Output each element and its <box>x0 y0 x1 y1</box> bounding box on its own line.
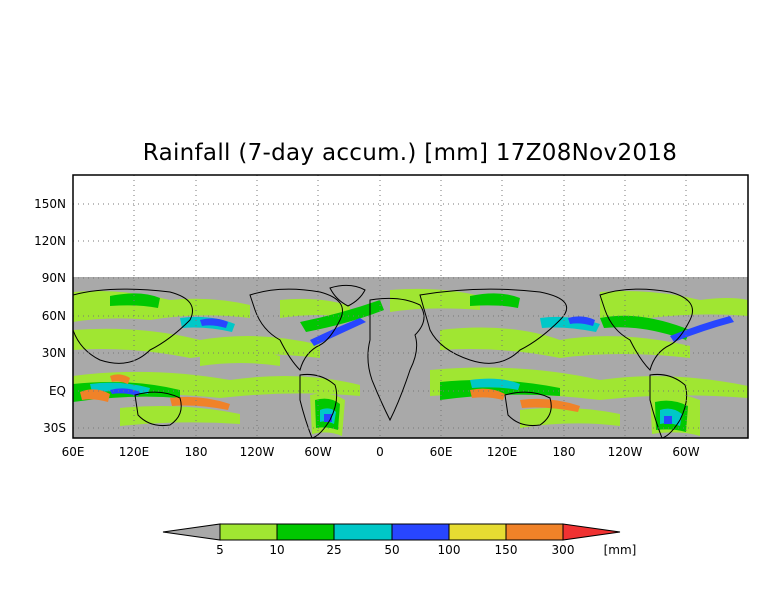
colorbar-unit: [mm] <box>604 543 637 557</box>
colorbar-label: 100 <box>438 543 461 557</box>
latitude-axis: 150N 120N 90N 60N 30N EQ 30S <box>34 197 66 435</box>
colorbar-segment <box>219 523 278 541</box>
coastline-greenland <box>329 284 366 307</box>
lon-label: 120W <box>608 445 643 459</box>
colorbar-label: 10 <box>269 543 284 557</box>
coastline-south-america <box>299 374 338 438</box>
colorbar-segment <box>448 523 507 541</box>
coastline-asia-west <box>73 288 193 364</box>
colorbar-segment <box>505 523 564 541</box>
colorbar-segment <box>333 523 393 541</box>
lat-label: 60N <box>42 309 66 323</box>
rain-150-300mm <box>80 374 580 412</box>
rainfall-field <box>73 277 748 438</box>
lon-label: 120E <box>119 445 150 459</box>
map-title: Rainfall (7-day accum.) [mm] 17Z08Nov201… <box>142 140 678 166</box>
colorbar-low-triangle <box>162 523 221 541</box>
lon-label: 60W <box>672 445 699 459</box>
colorbar-label: 50 <box>384 543 399 557</box>
lon-label: 120E <box>487 445 518 459</box>
lat-label: 30S <box>43 421 66 435</box>
lon-label: 60E <box>62 445 85 459</box>
coastline-australia <box>504 391 552 426</box>
lon-label: 180 <box>185 445 208 459</box>
lon-label: 120W <box>240 445 275 459</box>
coastline-north-america-east <box>599 288 693 371</box>
lon-label: 0 <box>376 445 384 459</box>
longitude-axis: 60E 120E 180 120W 60W 0 60E 120E 180 120… <box>62 445 700 459</box>
lat-label: 90N <box>42 271 66 285</box>
lat-label: 30N <box>42 346 66 360</box>
colorbar-label: 300 <box>552 543 575 557</box>
plot-frame <box>72 174 749 439</box>
lon-label: 60W <box>304 445 331 459</box>
coastline-europe-africa <box>367 297 425 422</box>
coastline-australia-west <box>134 391 182 426</box>
lat-label: 150N <box>34 197 66 211</box>
coastline-north-america <box>249 288 343 371</box>
lat-label: EQ <box>49 384 66 398</box>
colorbar-segment <box>391 523 450 541</box>
coastline-asia <box>419 288 568 364</box>
colorbar: 5 10 25 50 100 150 300 [mm] <box>162 523 637 557</box>
colorbar-segment <box>276 523 335 541</box>
colorbar-label: 5 <box>216 543 224 557</box>
lon-label: 180 <box>553 445 576 459</box>
colorbar-label: 25 <box>326 543 341 557</box>
coastlines <box>73 284 693 438</box>
colorbar-label: 150 <box>495 543 518 557</box>
coastline-south-america-east <box>649 374 688 438</box>
lat-label: 120N <box>34 234 66 248</box>
lon-label: 60E <box>430 445 453 459</box>
colorbar-high-triangle <box>562 523 621 541</box>
